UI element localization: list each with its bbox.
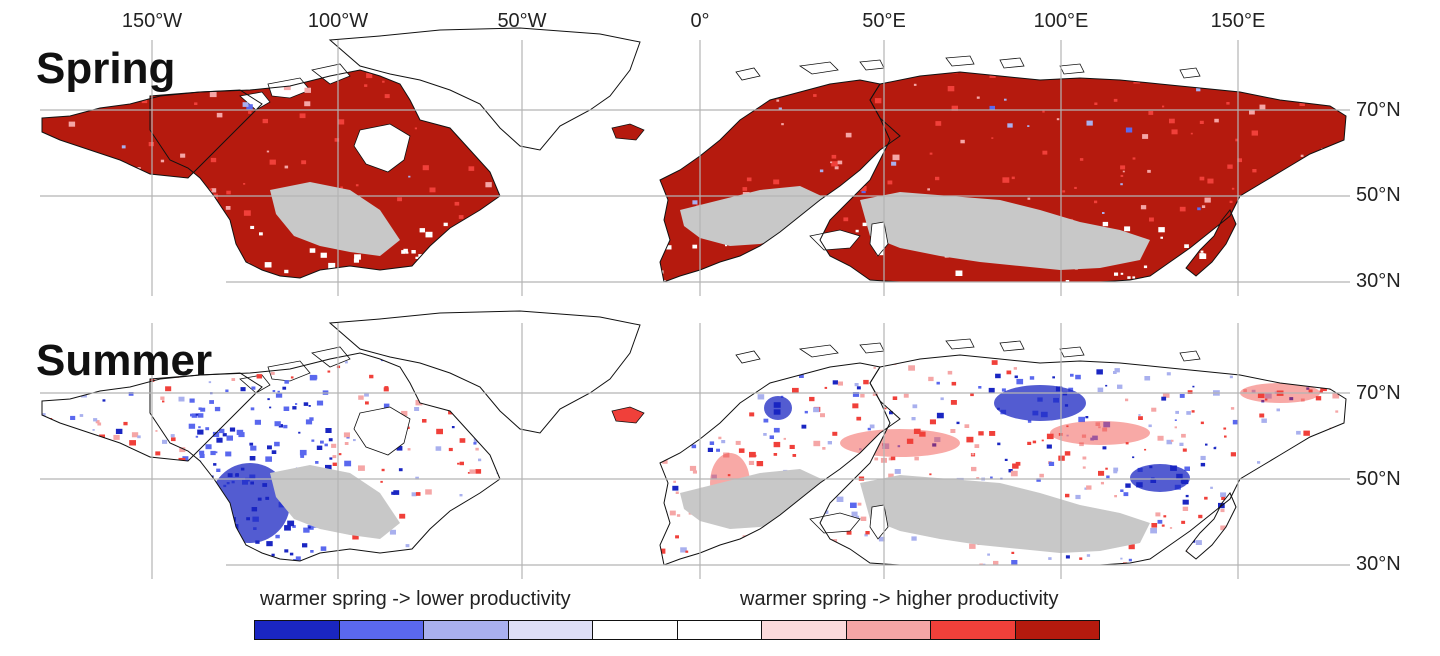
arctic-island [798, 344, 839, 358]
latitude-label: 30°N [1356, 270, 1401, 292]
latitude-label: 50°N [1356, 468, 1401, 490]
longitude-label: 100°E [1033, 10, 1089, 32]
coastline [659, 362, 901, 566]
longitude-label: 100°W [307, 10, 369, 32]
arctic-island [1179, 67, 1201, 79]
land-japan [1186, 210, 1236, 276]
no-data-area [270, 182, 400, 256]
colorbar-swatch [508, 621, 593, 639]
positive-response-cluster [840, 429, 960, 457]
coastline [1185, 492, 1237, 560]
inland-water [353, 406, 411, 456]
arctic-island [859, 342, 885, 354]
legend-positive-label: warmer spring -> higher productivity [740, 588, 1059, 610]
summer-panel [40, 310, 1350, 579]
longitude-label: 50°E [862, 10, 906, 32]
coastline [819, 354, 1347, 566]
land-iceland [611, 406, 645, 424]
spring-panel [40, 27, 1350, 296]
arctic-island [859, 59, 885, 71]
arctic-island [239, 374, 271, 394]
arctic-island [999, 57, 1025, 69]
coastline [41, 89, 263, 179]
latitude-label: 70°N [1356, 99, 1401, 121]
arctic-island [311, 63, 351, 85]
colorbar-swatch [1015, 621, 1099, 639]
colorbar-swatch [931, 621, 1016, 639]
no-data-area [270, 465, 400, 539]
longitude-label: 0° [690, 10, 710, 32]
coastline [659, 79, 901, 283]
colorbar-swatch [593, 621, 678, 639]
inland-water [353, 123, 411, 173]
panel-title-summer: Summer [36, 336, 213, 385]
colorbar-swatch [677, 621, 762, 639]
coastline [1185, 209, 1237, 277]
legend-negative-label: warmer spring -> lower productivity [260, 588, 571, 610]
latitude-label: 70°N [1356, 382, 1401, 404]
colorbar-swatch [846, 621, 931, 639]
negative-response-cluster [764, 396, 792, 420]
arctic-island [311, 346, 351, 368]
arctic-island [735, 67, 761, 81]
arctic-island [1059, 346, 1085, 358]
coastline [819, 71, 1347, 283]
no-data-area [860, 475, 1150, 553]
arctic-island [267, 360, 311, 382]
arctic-island [945, 338, 975, 350]
coastline [41, 372, 263, 462]
graticule [40, 323, 1350, 579]
positive-response-cluster [1050, 421, 1150, 445]
land-greenland [328, 27, 641, 151]
arctic-island [735, 350, 761, 364]
colorbar [254, 620, 1100, 640]
negative-response-cluster [994, 385, 1086, 421]
coastline [149, 69, 501, 279]
colorbar-swatch [424, 621, 509, 639]
arctic-island [999, 340, 1025, 352]
no-data-area [860, 192, 1150, 270]
longitude-label: 150°W [121, 10, 183, 32]
panel-title-spring: Spring [36, 44, 176, 93]
arctic-island [798, 61, 839, 75]
latitude-label: 30°N [1356, 553, 1401, 575]
longitude-label: 50°W [497, 10, 547, 32]
graticule [40, 40, 1350, 296]
land-greenland [328, 310, 641, 434]
longitude-label: 150°E [1210, 10, 1266, 32]
latitude-label: 50°N [1356, 184, 1401, 206]
coastline [149, 352, 501, 562]
land-iceland [611, 123, 645, 141]
colorbar-swatch [339, 621, 424, 639]
colorbar-swatch [762, 621, 847, 639]
colorbar-swatch [255, 621, 340, 639]
arctic-island [945, 55, 975, 67]
arctic-island [1179, 350, 1201, 362]
negative-response-cluster [1130, 464, 1190, 492]
arctic-island [1059, 63, 1085, 75]
land-northAmerica [150, 70, 500, 278]
